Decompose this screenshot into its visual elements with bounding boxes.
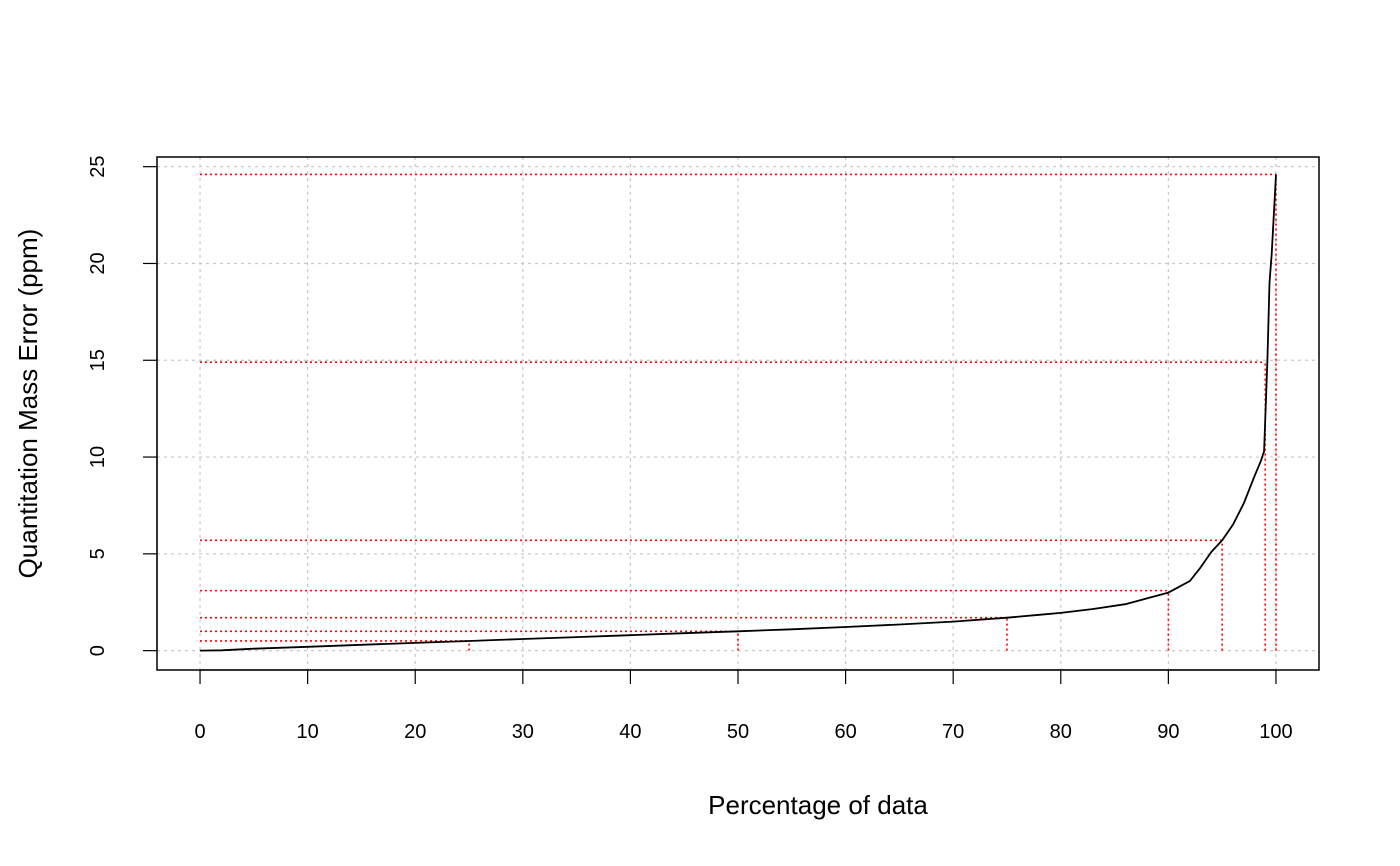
x-tick-label: 20 bbox=[404, 721, 426, 743]
data-curve bbox=[199, 174, 1277, 652]
x-tick-label: 0 bbox=[194, 721, 205, 743]
y-tick-label: 20 bbox=[87, 252, 109, 274]
y-tick-label: 0 bbox=[87, 645, 109, 656]
y-tick-label: 5 bbox=[87, 548, 109, 559]
x-tick-label: 80 bbox=[1050, 721, 1072, 743]
x-tick-label: 40 bbox=[619, 721, 641, 743]
y-tick-label: 25 bbox=[87, 156, 109, 178]
x-tick-label: 100 bbox=[1259, 721, 1292, 743]
x-tick-label: 70 bbox=[942, 721, 964, 743]
x-tick-label: 60 bbox=[834, 721, 856, 743]
curve-layer bbox=[199, 174, 1277, 652]
x-tick-label: 10 bbox=[297, 721, 319, 743]
grid-lines bbox=[157, 157, 1319, 670]
x-tick-label: 90 bbox=[1157, 721, 1179, 743]
y-axis-title: Quantitation Mass Error (ppm) bbox=[13, 229, 43, 579]
x-tick-label: 50 bbox=[727, 721, 749, 743]
x-axis-title: Percentage of data bbox=[708, 790, 928, 820]
x-tick-label: 30 bbox=[512, 721, 534, 743]
y-tick-label: 10 bbox=[87, 446, 109, 468]
y-tick-label: 15 bbox=[87, 349, 109, 371]
axes: 0 10 20 30 40 50 60 70 80 90 100 0 5 10 15 20 25 bbox=[87, 156, 1293, 743]
